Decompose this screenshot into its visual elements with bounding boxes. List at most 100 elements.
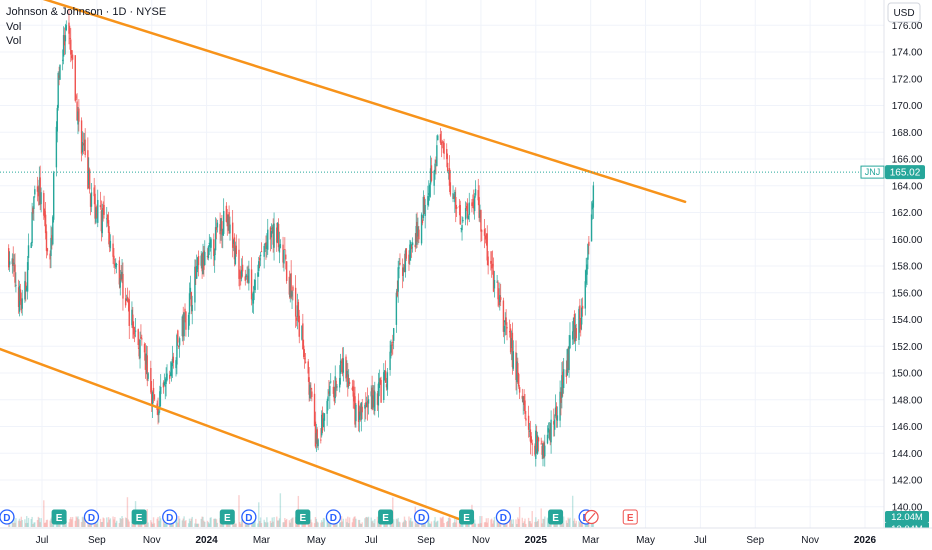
volume-bar <box>515 519 517 527</box>
dividend-marker[interactable]: D <box>495 509 512 525</box>
candle-body <box>279 244 282 248</box>
earnings-marker[interactable]: E <box>459 509 475 525</box>
volume-bar <box>258 520 261 527</box>
trendline[interactable] <box>0 0 687 204</box>
price-axis[interactable]: 140.00 142.00 144.00 146.00 148.00 150.00 152.… <box>892 21 923 514</box>
volume-bar <box>276 516 278 527</box>
volume-bar <box>178 516 180 527</box>
earnings-marker[interactable]: E <box>548 509 564 525</box>
candle-body <box>94 193 96 219</box>
candle-body <box>30 242 32 249</box>
volume-bar <box>18 518 21 527</box>
candle-body <box>517 363 519 376</box>
earnings-marker[interactable]: E <box>219 509 235 525</box>
volume-bar <box>575 520 577 527</box>
volume-bar <box>491 518 493 527</box>
dividend-marker[interactable]: D <box>413 509 430 525</box>
time-tick-label: Jul <box>36 535 49 546</box>
volume-legend-secondary: Vol <box>6 35 22 47</box>
volume-bar <box>183 516 185 527</box>
candle-body <box>566 349 568 376</box>
candle-body <box>183 312 185 337</box>
candle-body <box>69 37 71 39</box>
candle-body <box>313 393 316 426</box>
candle-body <box>581 305 584 309</box>
time-axis[interactable]: Jul Sep Nov 2024 Mar May Jul Sep Nov 2025 Mar May Ju… <box>36 535 877 546</box>
volume-bar <box>139 523 141 527</box>
volume-bar <box>342 518 345 527</box>
candle-body <box>380 380 382 403</box>
trendline[interactable] <box>0 347 464 522</box>
earnings-marker[interactable]: E <box>131 509 147 525</box>
trendlines[interactable] <box>0 0 687 522</box>
candle-body <box>272 226 274 245</box>
volume-bar <box>49 520 51 527</box>
volume-bar <box>422 523 425 527</box>
last-price-symbol: JNJ <box>865 167 881 177</box>
volume-bar <box>43 522 46 527</box>
candle-body <box>115 263 117 268</box>
candle-body <box>164 384 166 387</box>
candle-body <box>177 330 179 343</box>
time-tick-label: Sep <box>746 535 764 546</box>
earnings-label: E <box>463 513 470 524</box>
volume-bar <box>277 520 280 527</box>
volume-bar <box>279 493 282 527</box>
volume-bar <box>216 522 219 527</box>
candle-body <box>392 341 394 343</box>
candle-body <box>322 418 325 428</box>
volume-bar <box>95 521 97 527</box>
earnings-label: E <box>56 513 63 524</box>
candle-body <box>384 370 387 383</box>
price-tick-label: 144.00 <box>892 449 923 460</box>
event-markers[interactable]: DEDEDEDEDEDEDEDE <box>0 509 638 525</box>
candle-body <box>52 216 54 245</box>
candle-body <box>556 415 559 421</box>
candle-body <box>310 387 312 390</box>
candle-body <box>542 443 544 459</box>
dividend-marker[interactable]: D <box>83 509 100 525</box>
volume-bar <box>396 519 398 527</box>
volume-bar <box>21 519 23 527</box>
currency-badge-frame[interactable] <box>887 2 921 23</box>
candle-body <box>115 264 118 266</box>
volume-bar <box>448 516 451 527</box>
earnings-marker[interactable]: E <box>51 509 67 525</box>
price-axis-background[interactable] <box>884 0 932 528</box>
volume-bar <box>106 522 109 527</box>
candle-body <box>402 267 405 272</box>
dividend-marker[interactable]: D <box>0 509 15 525</box>
volume-bar <box>361 522 363 527</box>
earnings-marker[interactable]: E <box>295 509 311 525</box>
volume-bar <box>70 519 73 527</box>
dividend-label: D <box>166 513 173 524</box>
volume-bar <box>401 522 404 527</box>
dividend-marker[interactable]: D <box>325 509 342 525</box>
candle-body <box>373 390 375 407</box>
candle-body <box>544 445 546 457</box>
earnings-marker[interactable]: E <box>378 509 394 525</box>
volume-bar <box>147 522 149 527</box>
candle-body <box>215 227 218 230</box>
candle-body <box>90 192 93 207</box>
candle-body <box>241 264 244 272</box>
candle-body <box>263 246 265 257</box>
volume-bar <box>265 522 267 527</box>
candle-body <box>62 35 65 57</box>
volume-label-box-secondary <box>885 523 929 528</box>
candle-body <box>226 217 228 227</box>
candle-body <box>39 177 41 205</box>
dividend-label: D <box>3 513 10 524</box>
candle-body <box>314 421 317 447</box>
candle-body <box>185 311 187 330</box>
candle-body <box>569 335 571 349</box>
dividend-marker[interactable]: D <box>241 509 257 525</box>
dividend-marker[interactable]: D <box>162 509 178 525</box>
candle-body <box>497 282 499 300</box>
volume-bar <box>295 523 298 527</box>
volume-bar <box>546 517 549 527</box>
candle-body <box>87 150 89 189</box>
volume-bar <box>288 520 291 527</box>
earnings-upcoming-marker[interactable]: E <box>622 509 638 525</box>
